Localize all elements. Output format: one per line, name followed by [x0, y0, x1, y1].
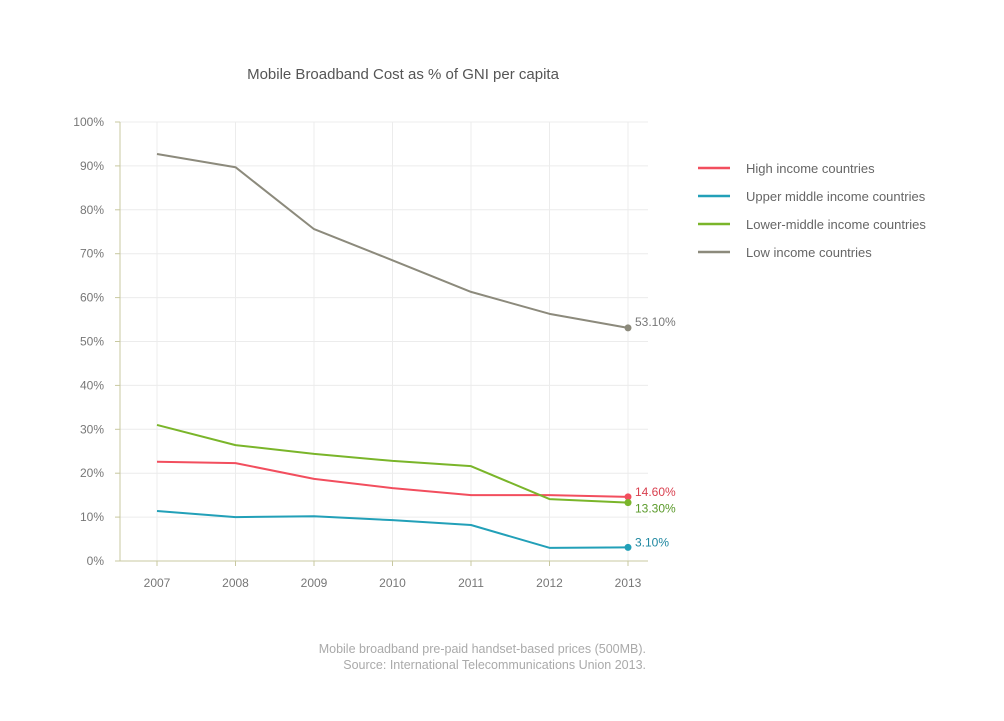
end-value-label: 3.10% — [635, 535, 669, 549]
legend: High income countries Upper middle income… — [698, 161, 926, 260]
x-tick-label: 2012 — [536, 576, 563, 590]
chart-title: Mobile Broadband Cost as % of GNI per ca… — [247, 66, 559, 83]
y-tick-label: 30% — [80, 422, 104, 436]
legend-label: Upper middle income countries — [746, 189, 926, 204]
y-tick-label: 10% — [80, 510, 104, 524]
y-tick-label: 40% — [80, 378, 104, 392]
y-tick-label: 50% — [80, 335, 104, 349]
end-point-marker — [624, 499, 632, 507]
legend-label: Low income countries — [746, 245, 872, 260]
x-tick-label: 2009 — [301, 576, 328, 590]
x-tick-label: 2007 — [144, 576, 171, 590]
series-line — [156, 423, 629, 504]
y-tick-label: 20% — [80, 466, 104, 480]
series-line — [156, 509, 629, 549]
end-value-label: 53.10% — [635, 315, 676, 329]
series-line — [156, 153, 629, 329]
end-value-label: 13.30% — [635, 502, 676, 516]
y-tick-label: 60% — [80, 291, 104, 305]
x-tick-label: 2013 — [615, 576, 642, 590]
x-tick-label: 2011 — [458, 576, 484, 590]
y-tick-label: 0% — [87, 554, 105, 568]
y-tick-label: 70% — [80, 247, 104, 261]
series-line — [156, 460, 629, 498]
end-point-marker — [624, 543, 632, 551]
legend-label: Lower-middle income countries — [746, 217, 926, 232]
axes: 0% 10% 20% 30% 40% 50% 60% 70% 80% 90% 100% 2007 200… — [73, 115, 648, 590]
legend-label: High income countries — [746, 161, 875, 176]
y-tick-label: 100% — [73, 115, 104, 129]
caption-line-1: Mobile broadband pre-paid handset-based … — [319, 642, 646, 656]
caption-line-2: Source: International Telecommunications… — [343, 658, 646, 672]
y-tick-label: 80% — [80, 203, 104, 217]
end-point-marker — [624, 324, 632, 332]
end-value-label: 14.60% — [635, 485, 676, 499]
end-point-marker — [624, 493, 632, 501]
series-lines: 14.60% 3.10% 13.30% 53.10% — [156, 153, 676, 551]
y-tick-label: 90% — [80, 159, 104, 173]
x-tick-label: 2008 — [222, 576, 249, 590]
x-tick-label: 2010 — [379, 576, 406, 590]
